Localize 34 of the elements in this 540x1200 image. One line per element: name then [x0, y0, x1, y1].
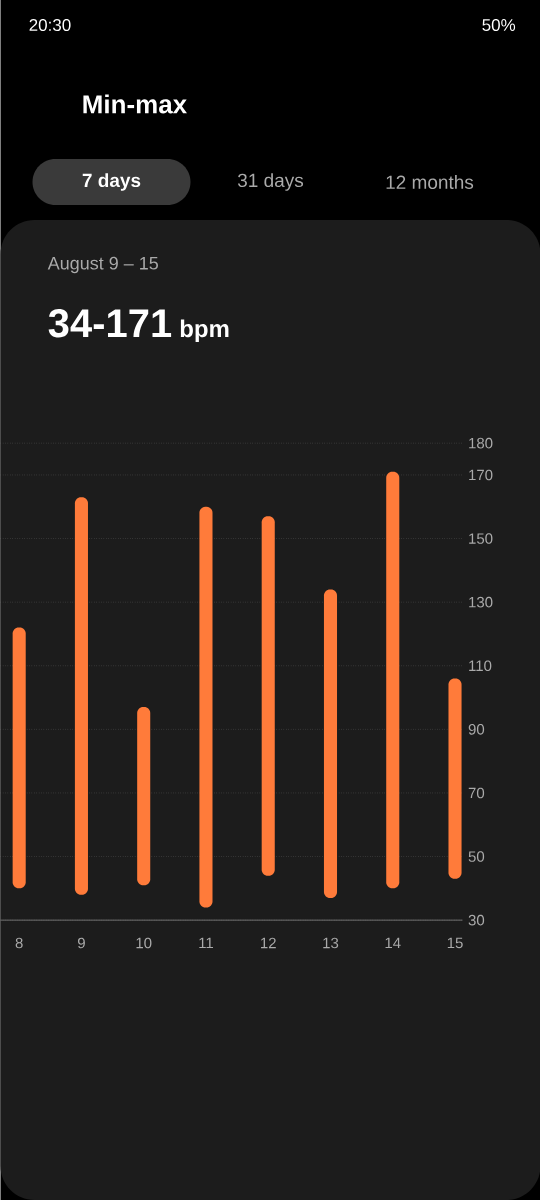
chart-title: Min-max — [83, 94, 187, 114]
text: 31 days — [237, 173, 303, 191]
y-tick-label: 130 — [468, 596, 493, 608]
y-tick-label: 180 — [468, 437, 493, 449]
x-tick-label: 8 — [15, 937, 23, 949]
y-tick-label: 30 — [468, 914, 484, 926]
bar — [385, 471, 400, 889]
y-tick-label: 170 — [468, 469, 493, 481]
x-tick-label: 14 — [385, 937, 401, 948]
text: 12 months — [386, 175, 473, 189]
y-tick-label: 150 — [468, 533, 493, 544]
bar — [261, 516, 275, 876]
y-tick-label: 90 — [468, 724, 484, 735]
bar — [74, 497, 88, 895]
bar — [12, 627, 26, 889]
bar — [448, 678, 462, 879]
text: 34-171 — [48, 309, 171, 338]
x-tick-label: 12 — [260, 937, 276, 949]
x-tick-label: 11 — [199, 937, 213, 948]
x-tick-label: 9 — [77, 937, 85, 949]
x-tick-label: 10 — [136, 937, 152, 949]
y-tick-label: 110 — [468, 660, 492, 672]
text: 7 days — [82, 173, 141, 191]
text: 20:30 — [29, 18, 71, 32]
bar — [199, 506, 213, 908]
y-tick-label: 50 — [468, 851, 484, 862]
x-tick-label: 15 — [447, 937, 463, 949]
chart-subtitle: August 9 – 15 — [47, 256, 158, 274]
x-tick-label: 13 — [323, 937, 338, 949]
bar — [323, 589, 337, 898]
text: 50% — [482, 18, 515, 32]
bar — [136, 707, 151, 886]
y-tick-label: 70 — [468, 787, 484, 799]
text: bpm — [180, 319, 229, 342]
